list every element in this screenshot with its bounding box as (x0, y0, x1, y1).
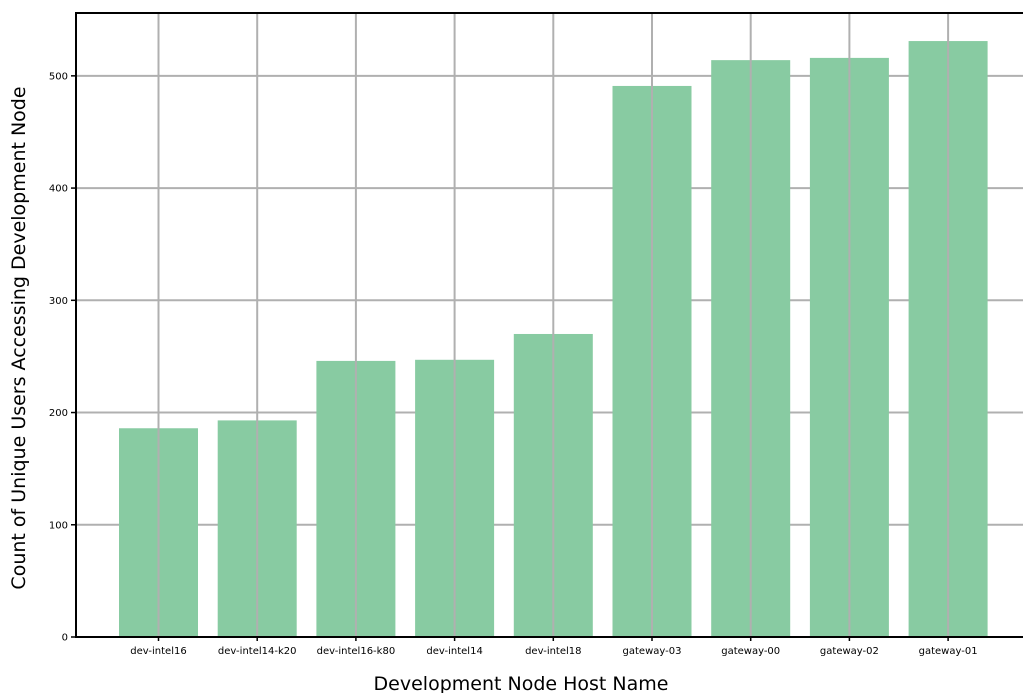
x-tick-label: gateway-00 (721, 646, 780, 657)
y-tick-label: 0 (62, 633, 68, 644)
y-tick-label: 500 (49, 71, 68, 82)
x-tick-label: dev-intel16 (130, 646, 186, 657)
x-tick-label: gateway-03 (623, 646, 682, 657)
y-tick-label: 100 (49, 520, 68, 531)
x-tick-label: gateway-02 (820, 646, 879, 657)
x-tick-label: dev-intel18 (525, 646, 581, 657)
y-ticks: 0 100 200 300 400 500 (49, 71, 76, 644)
axes (75, 12, 1023, 638)
x-axis-title: Development Node Host Name (374, 673, 669, 693)
y-tick-label: 300 (49, 296, 68, 307)
x-tick-label: dev-intel14-k20 (218, 646, 297, 657)
x-tick-label: dev-intel16-k80 (317, 646, 396, 657)
vertical-grid (157, 13, 950, 637)
y-tick-label: 400 (49, 184, 68, 195)
x-tick-label: dev-intel14 (426, 646, 482, 657)
x-ticks: dev-intel16 dev-intel14-k20 dev-intel16-k8… (130, 637, 978, 657)
y-tick-label: 200 (49, 408, 68, 419)
x-tick-label: gateway-01 (919, 646, 978, 657)
y-axis-title: Count of Unique Users Accessing Developm… (8, 86, 30, 589)
